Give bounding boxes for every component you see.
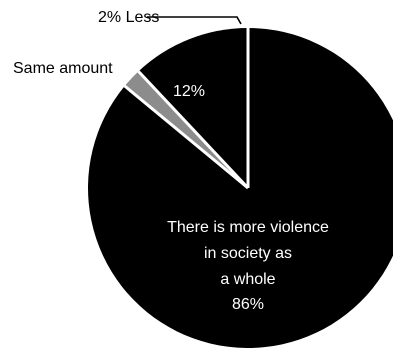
slice-separator-line [123, 84, 249, 190]
slice-label-more-line4: 86% [232, 296, 264, 313]
slice-label-more-line3: a whole [220, 271, 275, 288]
slice-separators [123, 28, 250, 190]
pie-slice-more-violence [88, 28, 393, 348]
slice-label-more-line1: There is more violence [167, 219, 329, 236]
slice-outer-label-same: Same amount [13, 60, 113, 77]
pie-slice-same-amount [138, 28, 248, 188]
pie-slices [88, 28, 393, 348]
slice-separator-line [137, 70, 250, 190]
slice-label-more-line2: in society as [204, 245, 292, 262]
pie-slice-less [124, 71, 248, 188]
slice-label-less: 2% Less [98, 9, 159, 26]
slice-label-same: 12% [173, 83, 205, 100]
less-leader-line [147, 16, 242, 25]
